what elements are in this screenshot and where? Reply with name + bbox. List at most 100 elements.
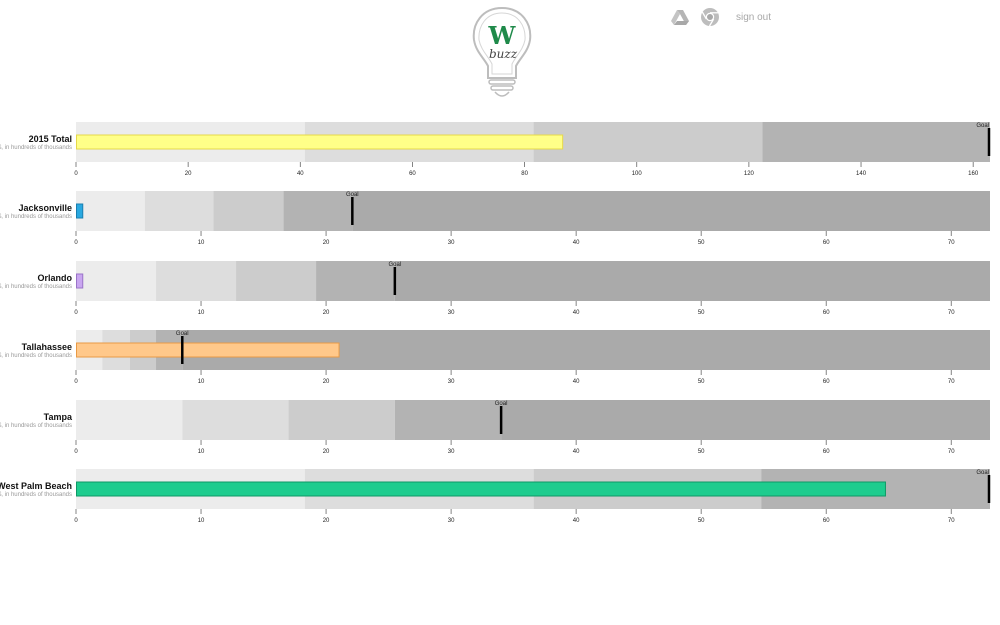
row-subtitle: $, in hundreds of thousands	[0, 145, 72, 151]
bullet-row: Goal 2015 Total$, in hundreds of thousand…	[0, 122, 991, 177]
tick-label: 10	[198, 449, 205, 455]
tick-label: 40	[573, 240, 580, 246]
tick-label: 30	[448, 449, 455, 455]
tick-label: 20	[323, 240, 330, 246]
tick-label: 60	[823, 518, 830, 524]
bullet-range	[144, 191, 214, 231]
tick-label: 50	[698, 449, 705, 455]
row-subtitle: $, in hundreds of thousands	[0, 353, 72, 359]
row-title: Tallahassee	[22, 342, 72, 352]
bullet-range	[283, 191, 353, 231]
row-title: West Palm Beach	[0, 481, 72, 491]
tick-label: 20	[323, 310, 330, 316]
bullet-row: Goal Tampa$, in hundreds of thousands 0 10 2…	[0, 400, 990, 455]
goal-label: Goal	[976, 470, 989, 476]
bullet-measure-bar	[76, 342, 340, 358]
tick-label: 60	[823, 240, 830, 246]
sign-out-link[interactable]: sign out	[736, 11, 772, 23]
row-title: Orlando	[37, 273, 72, 283]
tick-label: 20	[323, 449, 330, 455]
bullet-range	[352, 191, 991, 231]
bullet-range	[182, 400, 289, 440]
bullet-range	[394, 261, 990, 301]
tick-label: 30	[448, 518, 455, 524]
bullet-measure-bar	[76, 273, 84, 289]
bullet-measure-bar	[76, 203, 84, 219]
tick-label: 50	[698, 518, 705, 524]
tick-label: 0	[74, 379, 78, 385]
bullet-row: Goal Tallahassee$, in hundreds of thousan…	[0, 330, 991, 385]
row-title: Jacksonville	[18, 203, 72, 213]
tick-label: 60	[823, 379, 830, 385]
tick-label: 140	[856, 171, 867, 177]
tick-label: 100	[632, 171, 643, 177]
tick-label: 60	[823, 449, 830, 455]
row-title: Tampa	[44, 412, 73, 422]
row-subtitle: $, in hundreds of thousands	[0, 492, 72, 498]
tick-label: 40	[573, 518, 580, 524]
bullet-range	[394, 400, 502, 440]
google-drive-icon[interactable]	[670, 7, 690, 27]
bullet-range	[156, 261, 237, 301]
tick-label: 10	[198, 518, 205, 524]
goal-label: Goal	[176, 331, 189, 337]
bullet-measure-bar	[76, 134, 564, 150]
tick-label: 20	[185, 171, 192, 177]
tick-label: 0	[74, 171, 78, 177]
row-subtitle: $, in hundreds of thousands	[0, 423, 72, 429]
tick-label: 10	[198, 310, 205, 316]
bullet-row: Goal Orlando$, in hundreds of thousands 0 1…	[0, 261, 990, 316]
top-nav: sign out	[670, 6, 771, 28]
bullet-range	[533, 122, 763, 162]
chrome-icon[interactable]	[700, 7, 720, 27]
tick-label: 0	[74, 449, 78, 455]
tick-label: 30	[448, 310, 455, 316]
bullet-row: Goal West Palm Beach$, in hundreds of tho…	[0, 469, 991, 524]
lightbulb-logo-icon: W buzz	[472, 6, 532, 97]
tick-label: 40	[573, 310, 580, 316]
tick-label: 70	[948, 518, 955, 524]
bullet-range	[288, 400, 395, 440]
row-subtitle: $, in hundreds of thousands	[0, 284, 72, 290]
bullet-row: Goal Jacksonville$, in hundreds of thousa…	[0, 191, 991, 246]
tick-label: 120	[744, 171, 755, 177]
tick-label: 40	[573, 379, 580, 385]
bullet-range	[76, 261, 157, 301]
logo-word: buzz	[489, 47, 518, 61]
tick-label: 20	[323, 379, 330, 385]
goal-label: Goal	[495, 401, 508, 407]
tick-label: 70	[948, 240, 955, 246]
tick-label: 60	[409, 171, 416, 177]
tick-label: 10	[198, 379, 205, 385]
tick-label: 0	[74, 518, 78, 524]
tick-label: 40	[297, 171, 304, 177]
tick-label: 70	[948, 379, 955, 385]
bullet-range	[76, 400, 183, 440]
tick-label: 0	[74, 310, 78, 316]
tick-label: 70	[948, 310, 955, 316]
tick-label: 80	[521, 171, 528, 177]
bullet-range	[76, 191, 145, 231]
bullet-range	[236, 261, 317, 301]
tick-label: 70	[948, 449, 955, 455]
row-title: 2015 Total	[29, 134, 72, 144]
goal-label: Goal	[388, 262, 401, 268]
tick-label: 50	[698, 379, 705, 385]
tick-label: 10	[198, 240, 205, 246]
tick-label: 40	[573, 449, 580, 455]
bullet-measure-bar	[76, 481, 886, 497]
tick-label: 20	[323, 518, 330, 524]
goal-label: Goal	[976, 123, 989, 129]
tick-label: 50	[698, 310, 705, 316]
bullet-range	[762, 122, 990, 162]
tick-label: 50	[698, 240, 705, 246]
tick-label: 160	[968, 171, 979, 177]
tick-label: 0	[74, 240, 78, 246]
goal-label: Goal	[346, 192, 359, 198]
row-subtitle: $, in hundreds of thousands	[0, 214, 72, 220]
bullet-range	[213, 191, 284, 231]
tick-label: 30	[448, 379, 455, 385]
bullet-range	[316, 261, 395, 301]
tick-label: 30	[448, 240, 455, 246]
